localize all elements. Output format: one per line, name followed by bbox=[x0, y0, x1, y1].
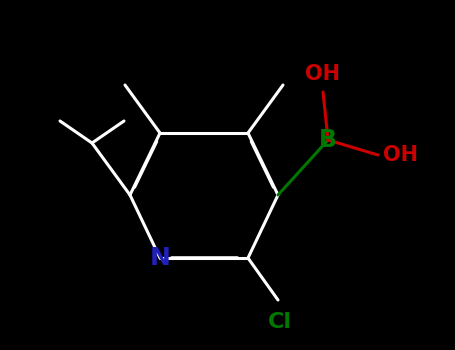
Text: N: N bbox=[150, 246, 171, 270]
Text: Cl: Cl bbox=[268, 312, 292, 332]
Text: OH: OH bbox=[383, 145, 418, 165]
Text: OH: OH bbox=[305, 64, 340, 84]
Text: B: B bbox=[319, 128, 337, 152]
